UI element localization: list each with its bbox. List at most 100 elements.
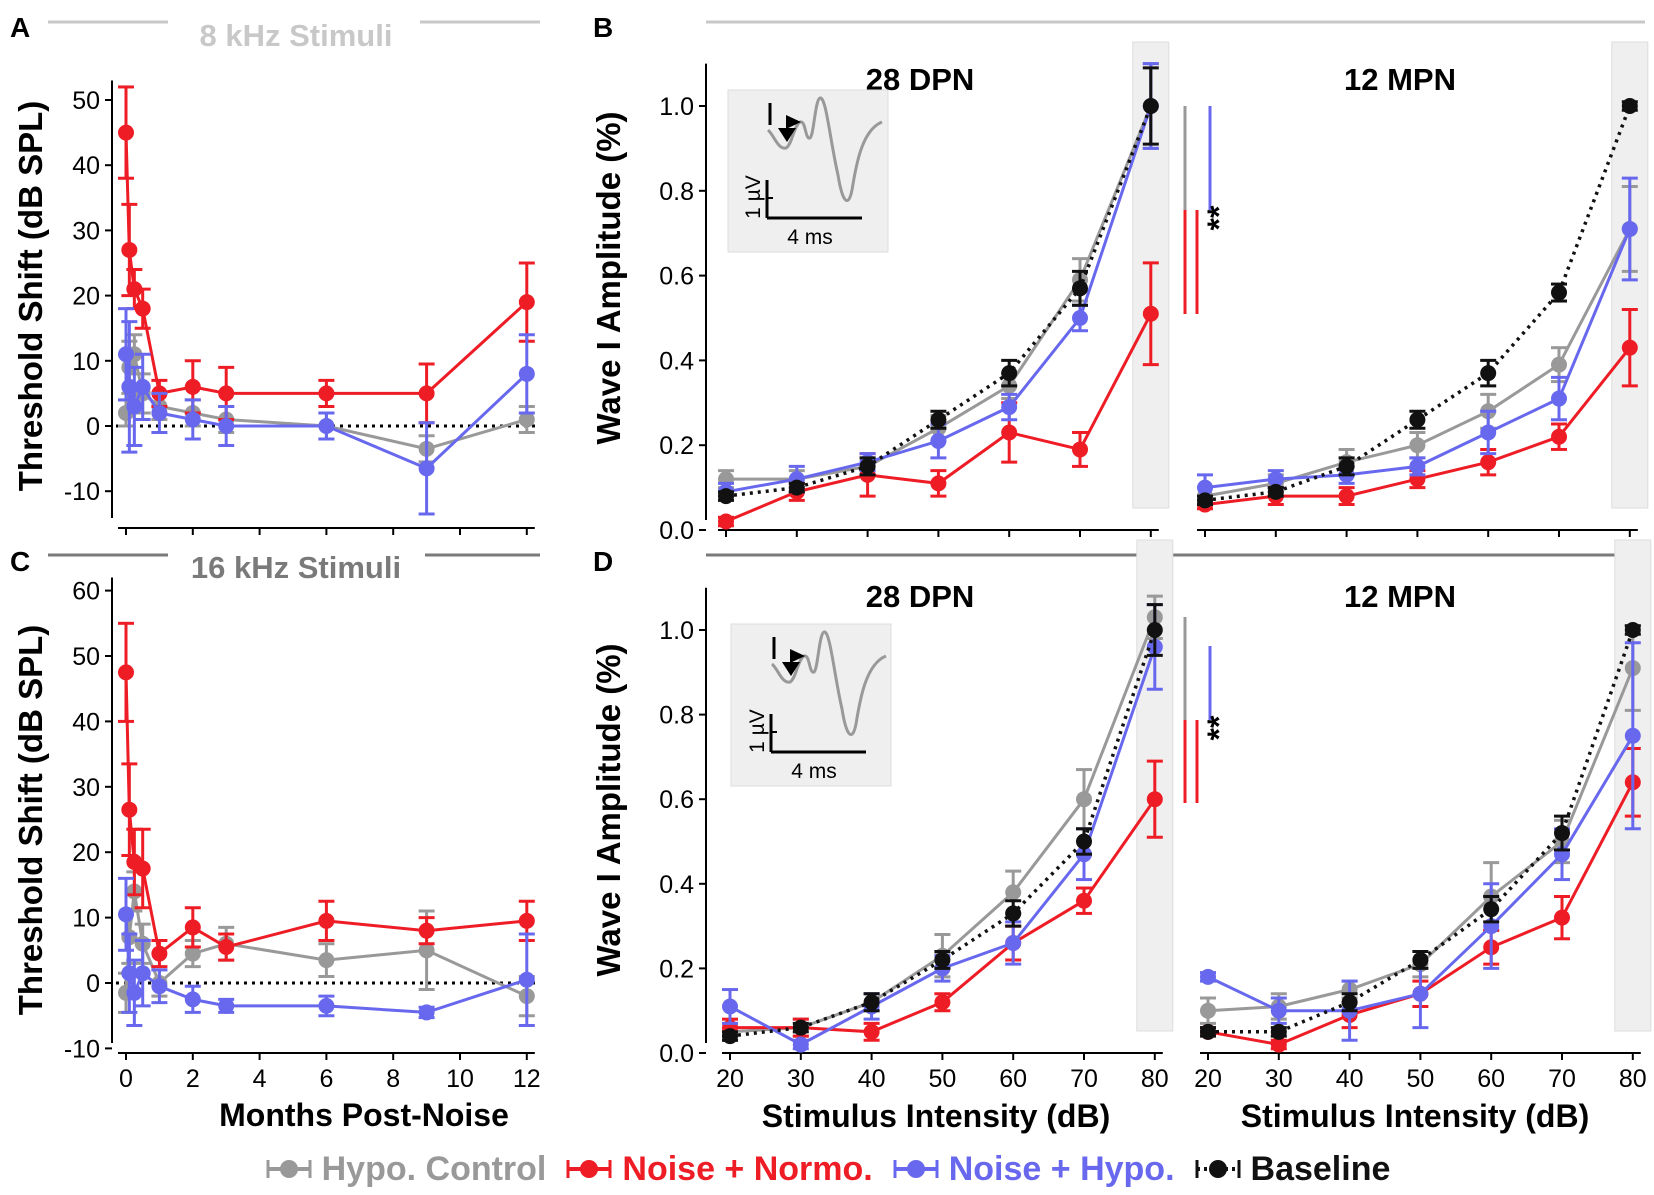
data-point-noise-hypo-c	[518, 971, 535, 988]
data-point-baseline-b-right	[1338, 458, 1355, 475]
data-point-noise-normo-b-left	[1001, 424, 1018, 441]
data-point-noise-hypo-b-left	[1072, 310, 1088, 326]
data-point-noise-hypo-a	[318, 418, 335, 434]
series-line-noise-hypo-a	[124, 354, 528, 471]
data-point-noise-hypo-c	[151, 978, 168, 995]
inset-d-arrow-down	[782, 662, 800, 676]
legend-label-noise-hypo: Noise + Hypo.	[948, 1149, 1175, 1188]
data-point-noise-hypo-c	[318, 997, 335, 1014]
data-point-hypo-control-d-left	[1005, 884, 1022, 901]
data-point-noise-hypo-c	[118, 906, 134, 923]
legend-item-noise-hypo: Noise + Hypo.	[891, 1150, 1175, 1189]
legend-item-baseline: Baseline	[1193, 1149, 1391, 1189]
x-tick-label-c: 6	[319, 1065, 333, 1093]
data-point-noise-normo-d-left	[934, 994, 951, 1011]
data-point-noise-hypo-b-right	[1551, 390, 1567, 407]
y-tick-label-d-left: 0.2	[659, 955, 694, 983]
y-tick-label-c: -10	[64, 1035, 100, 1063]
data-point-noise-normo-a	[121, 241, 138, 258]
data-point-noise-normo-a	[184, 378, 201, 395]
y-tick-label-a: 50	[72, 87, 100, 115]
data-point-noise-hypo-b-left	[930, 432, 947, 449]
y-tick-label-a: 10	[72, 348, 100, 376]
data-point-noise-hypo-a	[184, 411, 201, 428]
panel-label-d: D	[593, 546, 613, 577]
panel-c-xlabel: Months Post-Noise	[219, 1097, 509, 1133]
y-tick-label-d-left: 0.4	[659, 871, 694, 899]
x-tick-label-c: 12	[513, 1065, 541, 1093]
inset-b-ylabel: 1 µV	[742, 175, 765, 219]
x-tick-label-d-left: 70	[1070, 1065, 1098, 1093]
data-point-noise-normo-c	[121, 801, 138, 818]
data-point-noise-normo-d-right	[1270, 1036, 1287, 1053]
data-point-noise-normo-b-right	[1338, 488, 1355, 505]
data-point-noise-hypo-a	[218, 418, 235, 434]
x-tick-label-c: 10	[446, 1065, 474, 1093]
significance-d: **	[1183, 617, 1237, 803]
legend-label-baseline: Baseline	[1250, 1149, 1391, 1188]
data-point-noise-normo-b-left	[718, 513, 734, 530]
y-tick-label-b-left: 0.2	[659, 432, 694, 460]
legend: Hypo. Control Noise + Normo. Noise + Hyp…	[0, 1145, 1654, 1193]
data-point-noise-normo-b-left	[1142, 305, 1159, 322]
plot-c: 16 kHz Stimuli Threshold Shift (dB SPL) …	[12, 550, 509, 1133]
data-point-noise-hypo-a	[118, 346, 134, 363]
data-point-noise-normo-c	[118, 664, 134, 681]
y-tick-label-d-left: 0.6	[659, 786, 694, 814]
data-point-noise-normo-c	[184, 919, 201, 936]
data-point-noise-normo-d-left	[1146, 791, 1163, 808]
data-point-baseline-d-right	[1341, 994, 1358, 1011]
data-point-noise-hypo-d-right	[1200, 968, 1216, 985]
data-point-baseline-d-right	[1412, 951, 1429, 968]
inset-d-arrow-right	[790, 649, 805, 663]
data-point-baseline-b-right	[1621, 98, 1638, 114]
plot-a: 8 kHz Stimuli Threshold Shift (dB SPL)	[12, 18, 392, 491]
data-point-hypo-control-c	[318, 952, 335, 969]
data-point-baseline-d-left	[792, 1019, 809, 1036]
data-point-noise-normo-c	[418, 922, 435, 939]
data-point-noise-hypo-d-left	[1005, 935, 1022, 952]
x-tick-label-d-left: 40	[858, 1065, 886, 1093]
panel-d-left-xlabel: Stimulus Intensity (dB)	[762, 1098, 1110, 1134]
data-point-baseline-d-left	[863, 994, 880, 1011]
data-point-noise-normo-b-right	[1480, 454, 1497, 471]
panel-label-a: A	[10, 12, 30, 43]
y-tick-label-c: 60	[72, 578, 100, 606]
y-tick-label-d-left: 0.8	[659, 702, 694, 730]
data-point-noise-normo-a	[318, 385, 335, 402]
data-point-baseline-b-left	[718, 488, 734, 505]
data-point-noise-hypo-a	[518, 365, 535, 382]
x-tick-label-d-right: 80	[1619, 1065, 1647, 1093]
y-tick-label-c: 50	[72, 643, 100, 671]
y-tick-label-a: 0	[86, 413, 100, 441]
data-point-noise-hypo-d-left	[792, 1036, 809, 1053]
series-line-noise-normo-a	[124, 132, 528, 396]
y-tick-label-c: 20	[72, 839, 100, 867]
x-tick-label-d-left: 20	[716, 1065, 744, 1093]
data-point-baseline-b-left	[859, 458, 876, 475]
x-tick-label-c: 8	[386, 1065, 400, 1093]
legend-label-hypo-control: Hypo. Control	[321, 1149, 547, 1188]
panel-d-left-subtitle: 28 DPN	[866, 579, 975, 614]
legend-marker-noise-hypo	[893, 1160, 939, 1178]
data-point-noise-normo-a	[218, 385, 235, 402]
data-point-baseline-b-right	[1197, 492, 1213, 509]
inset-b-arrow-down	[778, 128, 796, 142]
panel-d-right-subtitle: 12 MPN	[1344, 579, 1456, 614]
data-point-noise-normo-c	[518, 912, 535, 929]
x-tick-label-c: 4	[253, 1065, 267, 1093]
data-point-noise-normo-b-right	[1551, 428, 1567, 445]
data-point-noise-hypo-a	[134, 378, 151, 395]
y-tick-label-c: 10	[72, 905, 100, 933]
legend-marker-hypo-control	[266, 1160, 312, 1178]
data-point-noise-hypo-c	[418, 1004, 435, 1021]
data-point-noise-hypo-b-left	[1001, 399, 1018, 416]
data-point-noise-normo-c	[318, 912, 335, 929]
plot-b: Wave I Amplitude (%) 28 DPN 12 MPN	[590, 62, 1456, 445]
data-point-baseline-b-right	[1267, 483, 1284, 500]
data-point-noise-hypo-d-right	[1270, 1002, 1287, 1019]
y-tick-label-b-left: 1.0	[659, 93, 694, 121]
data-point-noise-hypo-b-right	[1267, 471, 1284, 488]
data-point-noise-normo-a	[418, 385, 435, 402]
